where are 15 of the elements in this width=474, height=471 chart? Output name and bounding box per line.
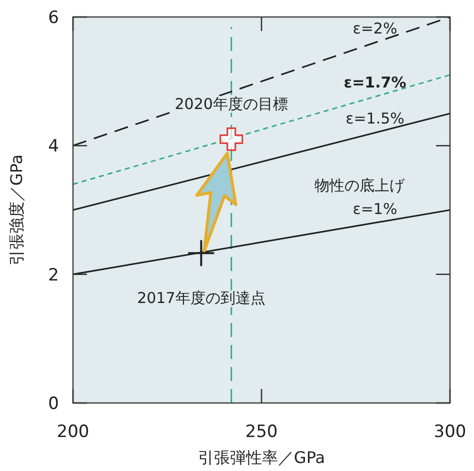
x-tick-label: 200: [56, 422, 90, 442]
y-tick-label: 6: [48, 8, 59, 28]
annotation: 物性の底上げ: [314, 176, 406, 195]
series-label: ε=1.7%: [344, 74, 406, 92]
y-tick-label: 2: [48, 265, 59, 286]
series-label: ε=1.5%: [346, 110, 404, 128]
x-axis-title: 引張弾性率／GPa: [198, 448, 326, 467]
x-tick-label: 300: [434, 422, 466, 442]
annotation: 2017年度の到達点: [137, 289, 266, 308]
y-tick-label: 4: [48, 136, 59, 157]
y-axis-title: 引張強度／GPa: [7, 154, 26, 266]
series-label: ε=2%: [352, 20, 398, 38]
x-tick-label: 250: [245, 422, 278, 442]
series-label: ε=1%: [352, 200, 398, 218]
y-tick-label: 0: [48, 394, 59, 414]
